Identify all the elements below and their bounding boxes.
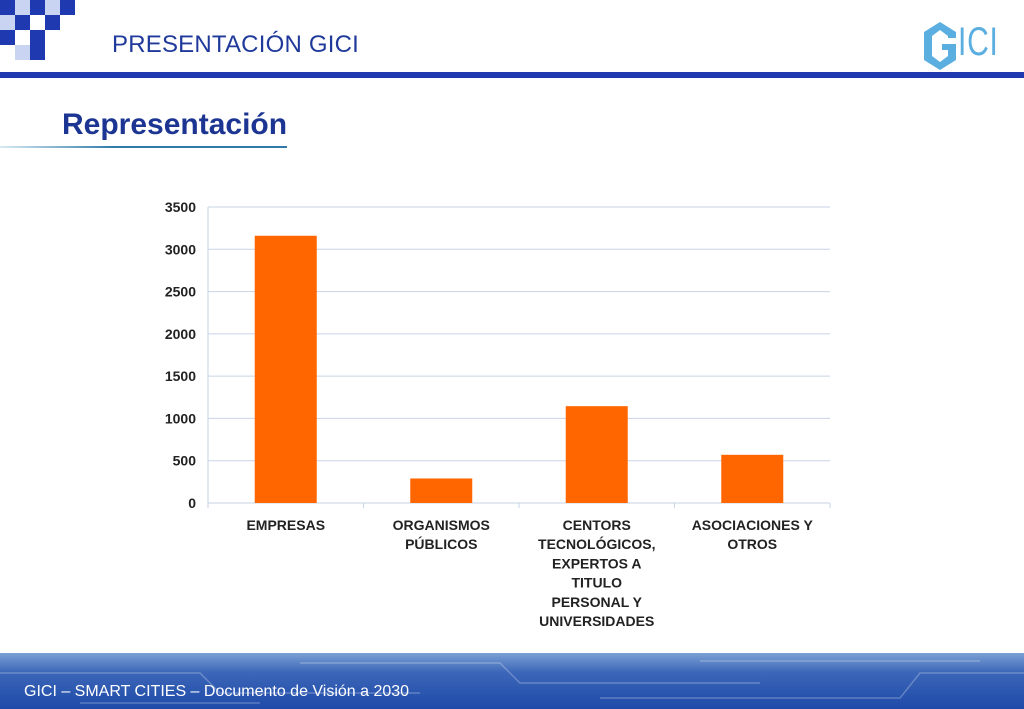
x-tick-label: ORGANISMOS (393, 517, 490, 533)
x-tick-label: EXPERTOS A (552, 555, 641, 571)
y-tick-label: 1500 (165, 368, 196, 384)
x-tick-label: CENTORS (563, 517, 631, 533)
header-divider (0, 72, 1024, 78)
y-tick-label: 2000 (165, 326, 196, 342)
footer-text: GICI – SMART CITIES – Documento de Visió… (24, 683, 410, 700)
x-tick-label: PERSONAL Y (551, 594, 642, 610)
x-tick-label: TITULO (571, 575, 622, 591)
y-tick-label: 3500 (165, 199, 196, 215)
bar (254, 235, 317, 504)
bar (565, 406, 628, 503)
title-underline (0, 146, 287, 148)
x-tick-label: EMPRESAS (246, 517, 325, 533)
x-tick-label: UNIVERSIDADES (539, 613, 654, 629)
y-tick-label: 0 (188, 495, 196, 511)
x-tick-label: ASOCIACIONES Y (692, 517, 814, 533)
footer-pattern (0, 660, 1024, 704)
bar (410, 478, 473, 503)
y-tick-label: 500 (173, 453, 197, 469)
bar (721, 454, 784, 503)
gici-logo-icon (924, 22, 956, 70)
corner-decoration (0, 0, 80, 60)
slide-title: Representación (62, 108, 288, 141)
y-tick-label: 3000 (165, 241, 196, 257)
x-tick-label: PÚBLICOS (405, 535, 477, 552)
footer-bar: GICI – SMART CITIES – Documento de Visió… (0, 653, 1024, 709)
y-tick-label: 2500 (165, 284, 196, 300)
bar-chart: 0 500 1000 1500 2000 2500 3000 3500 EMPRESAS ORGA… (165, 199, 831, 629)
logo-text: ICI (958, 20, 999, 64)
x-tick-label: TECNOLÓGICOS, (538, 535, 655, 552)
y-tick-label: 1000 (165, 410, 196, 426)
header-title: PRESENTACIÓN GICI (112, 31, 359, 58)
x-tick-label: OTROS (727, 536, 777, 552)
